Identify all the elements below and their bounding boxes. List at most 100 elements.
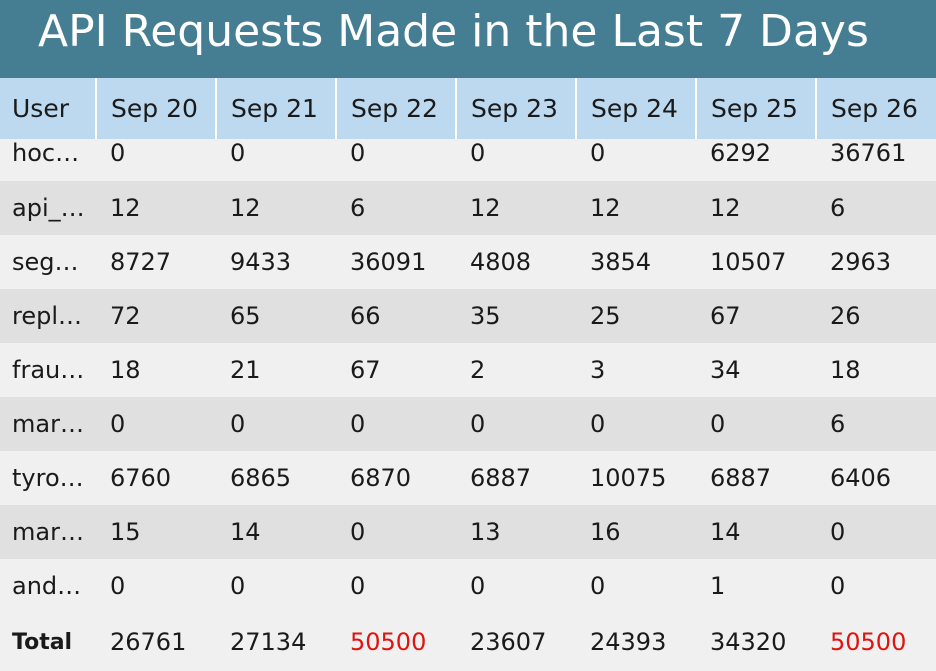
request-count-cell: 6865 (216, 451, 336, 505)
page-title: API Requests Made in the Last 7 Days (38, 6, 869, 57)
column-header-day: Sep 20 (96, 78, 217, 139)
request-count-cell: 21 (216, 343, 336, 397)
request-count-cell: 0 (336, 559, 456, 613)
request-count-cell: 0 (576, 397, 696, 451)
page-title-bar: API Requests Made in the Last 7 Days (0, 0, 936, 78)
request-count-cell: 67 (696, 289, 816, 343)
request-count-cell: 14 (696, 505, 816, 559)
request-count-cell: 6 (816, 181, 936, 235)
request-count-cell: 12 (576, 181, 696, 235)
request-count-cell: 2963 (816, 235, 936, 289)
request-count-cell: 6292 (696, 139, 816, 181)
request-count-cell: 0 (96, 397, 216, 451)
table-row: mar… 15 14 0 13 16 14 0 (0, 505, 936, 559)
user-cell: hoc… (0, 139, 96, 181)
table-row: api_… 12 12 6 12 12 12 6 (0, 181, 936, 235)
request-count-cell: 34 (696, 343, 816, 397)
column-header-day: Sep 25 (696, 78, 817, 139)
request-count-cell: 0 (456, 397, 576, 451)
column-header-user: User (0, 78, 97, 139)
user-cell: seg… (0, 235, 96, 289)
api-requests-table: User Sep 20 Sep 21 Sep 22 Sep 23 Sep 24 … (0, 78, 936, 671)
total-cell: 26761 (96, 613, 216, 671)
request-count-cell: 6 (816, 397, 936, 451)
request-count-cell: 0 (456, 139, 576, 181)
request-count-cell: 13 (456, 505, 576, 559)
total-cell: 24393 (576, 613, 696, 671)
request-count-cell: 35 (456, 289, 576, 343)
table-row: mar… 0 0 0 0 0 0 6 (0, 397, 936, 451)
request-count-cell: 0 (816, 505, 936, 559)
request-count-cell: 6406 (816, 451, 936, 505)
request-count-cell: 0 (336, 397, 456, 451)
request-count-cell: 0 (576, 139, 696, 181)
table-row: hoc… 0 0 0 0 0 6292 36761 (0, 139, 936, 181)
request-count-cell: 12 (456, 181, 576, 235)
table-row: tyro… 6760 6865 6870 6887 10075 6887 6406 (0, 451, 936, 505)
user-cell: frau… (0, 343, 96, 397)
total-cell: 34320 (696, 613, 816, 671)
request-count-cell: 66 (336, 289, 456, 343)
table-row: and… 0 0 0 0 0 1 0 (0, 559, 936, 613)
request-count-cell: 0 (96, 139, 216, 181)
request-count-cell: 0 (696, 397, 816, 451)
column-header-day: Sep 21 (216, 78, 337, 139)
request-count-cell: 65 (216, 289, 336, 343)
request-count-cell: 0 (336, 505, 456, 559)
request-count-cell: 18 (96, 343, 216, 397)
request-count-cell: 3 (576, 343, 696, 397)
request-count-cell: 12 (96, 181, 216, 235)
request-count-cell: 14 (216, 505, 336, 559)
request-count-cell: 0 (96, 559, 216, 613)
table-row: seg… 8727 9433 36091 4808 3854 10507 2963 (0, 235, 936, 289)
request-count-cell: 2 (456, 343, 576, 397)
request-count-cell: 10507 (696, 235, 816, 289)
request-count-cell: 0 (216, 139, 336, 181)
user-cell: and… (0, 559, 96, 613)
request-count-cell: 0 (216, 397, 336, 451)
table-header-row: User Sep 20 Sep 21 Sep 22 Sep 23 Sep 24 … (0, 78, 936, 139)
request-count-cell: 4808 (456, 235, 576, 289)
request-count-cell: 9433 (216, 235, 336, 289)
request-count-cell: 36091 (336, 235, 456, 289)
request-count-cell: 6760 (96, 451, 216, 505)
column-header-day: Sep 23 (456, 78, 577, 139)
column-header-day: Sep 24 (576, 78, 697, 139)
column-header-day: Sep 22 (336, 78, 457, 139)
column-header-day: Sep 26 (816, 78, 936, 139)
request-count-cell: 3854 (576, 235, 696, 289)
request-count-cell: 0 (816, 559, 936, 613)
total-row: Total 26761 27134 50500 23607 24393 34320 5050… (0, 613, 936, 671)
request-count-cell: 36761 (816, 139, 936, 181)
request-count-cell: 15 (96, 505, 216, 559)
total-cell: 27134 (216, 613, 336, 671)
request-count-cell: 6 (336, 181, 456, 235)
request-count-cell: 6887 (696, 451, 816, 505)
total-cell: 50500 (336, 613, 456, 671)
total-cell: 50500 (816, 613, 936, 671)
request-count-cell: 0 (336, 139, 456, 181)
request-count-cell: 8727 (96, 235, 216, 289)
user-cell: repl… (0, 289, 96, 343)
user-cell: mar… (0, 397, 96, 451)
user-cell: tyro… (0, 451, 96, 505)
total-cell: 23607 (456, 613, 576, 671)
request-count-cell: 0 (456, 559, 576, 613)
table-row: repl… 72 65 66 35 25 67 26 (0, 289, 936, 343)
request-count-cell: 12 (696, 181, 816, 235)
total-label: Total (0, 613, 96, 671)
request-count-cell: 16 (576, 505, 696, 559)
request-count-cell: 72 (96, 289, 216, 343)
request-count-cell: 26 (816, 289, 936, 343)
request-count-cell: 25 (576, 289, 696, 343)
request-count-cell: 0 (216, 559, 336, 613)
request-count-cell: 10075 (576, 451, 696, 505)
request-count-cell: 0 (576, 559, 696, 613)
request-count-cell: 67 (336, 343, 456, 397)
request-count-cell: 12 (216, 181, 336, 235)
user-cell: api_… (0, 181, 96, 235)
request-count-cell: 6887 (456, 451, 576, 505)
request-count-cell: 1 (696, 559, 816, 613)
request-count-cell: 18 (816, 343, 936, 397)
request-count-cell: 6870 (336, 451, 456, 505)
